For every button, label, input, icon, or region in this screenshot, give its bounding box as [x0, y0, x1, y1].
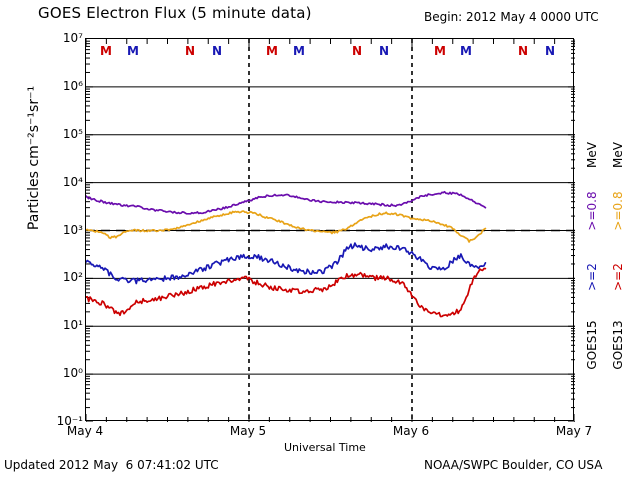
event-marker-m-8: M [434, 44, 446, 58]
series-line-1 [86, 210, 487, 243]
begin-time-label: Begin: 2012 May 4 0000 UTC [424, 10, 599, 24]
event-marker-n-6: N [351, 44, 363, 58]
series-line-3 [86, 267, 487, 318]
agency-credit: NOAA/SWPC Boulder, CO USA [424, 458, 603, 472]
event-marker-m-5: M [293, 44, 305, 58]
legend-high-energy-goes15: >=2 [585, 263, 599, 291]
legend-satellite-goes13: GOES13 [611, 320, 625, 370]
legend-low-energy-goes15: >=0.8 [585, 191, 599, 231]
y-tick-label-0: 10⁷ [62, 31, 83, 45]
x-tick-label-1: May 5 [229, 424, 267, 438]
event-marker-n-7: N [378, 44, 390, 58]
x-tick-label-2: May 6 [392, 424, 430, 438]
legend-column-goes13: MeV >=0.8 >=2 GOES13 [608, 142, 628, 448]
series-line-2 [86, 242, 487, 285]
series-canvas [86, 39, 575, 422]
event-marker-m-4: M [266, 44, 278, 58]
event-marker-m-1: M [127, 44, 139, 58]
y-tick-label-8: 10⁻¹ [56, 414, 83, 428]
page-title: GOES Electron Flux (5 minute data) [38, 4, 312, 22]
y-axis-tick-labels: 10⁷ 10⁶ 10⁵ 10⁴ 10³ 10² 10¹ 10⁰ 10⁻¹ [0, 0, 83, 480]
legend-satellite-goes15: GOES15 [585, 320, 599, 370]
legend-unit-goes15: MeV [585, 142, 599, 168]
y-tick-label-4: 10³ [62, 222, 83, 237]
x-axis-title: Universal Time [284, 441, 366, 454]
legend-unit-goes13: MeV [611, 142, 625, 168]
y-tick-label-7: 10⁰ [62, 366, 83, 381]
event-marker-m-9: M [460, 44, 472, 58]
event-marker-n-2: N [184, 44, 196, 58]
y-tick-label-1: 10⁶ [62, 78, 83, 93]
event-marker-n-11: N [544, 44, 556, 58]
y-axis-title: Particles cm⁻²s⁻¹sr⁻¹ [26, 85, 42, 231]
y-tick-label-2: 10⁵ [62, 126, 83, 141]
x-tick-label-0: May 4 [66, 424, 104, 438]
y-tick-label-6: 10¹ [62, 318, 83, 333]
event-marker-n-10: N [517, 44, 529, 58]
series-line-0 [86, 190, 487, 215]
y-tick-label-3: 10⁴ [62, 174, 83, 189]
updated-timestamp: Updated 2012 May 6 07:41:02 UTC [4, 458, 219, 472]
y-tick-label-5: 10² [62, 270, 83, 285]
legend-low-energy-goes13: >=0.8 [611, 191, 625, 231]
event-marker-n-3: N [211, 44, 223, 58]
legend-column-goes15: MeV >=0.8 >=2 GOES15 [582, 142, 602, 448]
event-marker-m-0: M [100, 44, 112, 58]
legend-high-energy-goes13: >=2 [611, 263, 625, 291]
plot-area [85, 38, 575, 422]
x-tick-label-3: May 7 [555, 424, 593, 438]
